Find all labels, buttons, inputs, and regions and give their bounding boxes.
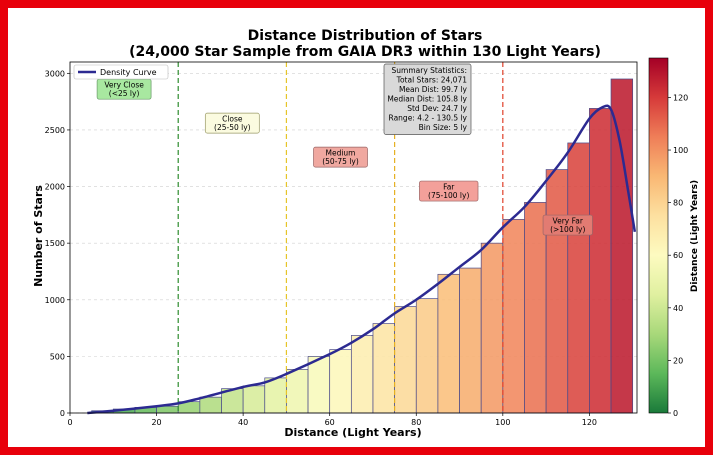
x-tick-label: 120: [582, 418, 597, 427]
region-label-range: (25-50 ly): [214, 123, 251, 132]
region-label-name: Far: [443, 183, 455, 192]
distance-histogram-chart: Distance Distribution of Stars (24,000 S…: [32, 28, 700, 439]
region-label-range: (>100 ly): [550, 225, 585, 234]
histogram-bar: [264, 377, 287, 414]
y-axis-label: Number of Stars: [32, 185, 45, 287]
region-label-range: (50-75 ly): [322, 157, 359, 166]
plot-border: [69, 61, 638, 414]
histogram-bar: [589, 108, 612, 414]
region-label-name: Close: [222, 115, 243, 124]
summary-stats-line: Summary Statistics:: [392, 66, 467, 75]
region-label-box: [313, 146, 368, 168]
region-label-box: [542, 214, 593, 236]
colorbar-tick-label: 60: [673, 251, 683, 260]
histogram-bar: [394, 306, 417, 414]
y-tick-label: 2000: [45, 183, 65, 192]
colorbar: [648, 57, 669, 414]
histogram-bar: [242, 385, 266, 414]
histogram-bar: [329, 349, 352, 414]
x-tick-label: 20: [151, 418, 161, 427]
legend-entry: Density Curve: [100, 68, 157, 77]
legend-box: [73, 64, 169, 80]
summary-stats-line: Total Stars: 24,071: [396, 76, 468, 85]
histogram-bar: [545, 169, 569, 414]
x-tick-label: 80: [411, 418, 421, 427]
histogram-bar: [307, 356, 331, 414]
y-tick-label: 3000: [45, 69, 65, 78]
region-label: Far(75-100 ly): [419, 180, 479, 202]
density-curve-line: [87, 104, 637, 415]
colorbar-tick-label: 120: [673, 93, 688, 102]
histogram-bar: [610, 78, 634, 414]
histogram-bar: [480, 242, 504, 414]
summary-stats-line: Mean Dist: 99.7 ly: [399, 85, 468, 94]
summary-stats-line: Std Dev: 24.7 ly: [407, 104, 467, 113]
x-tick-label: 40: [238, 418, 248, 427]
x-tick-label: 0: [67, 418, 72, 427]
region-label-name: Very Close: [104, 81, 144, 90]
chart-subtitle: (24,000 Star Sample from GAIA DR3 within…: [129, 44, 601, 60]
histogram-bar: [199, 396, 222, 414]
region-label-box: [204, 112, 260, 134]
region-label-range: (75-100 ly): [428, 191, 469, 200]
colorbar-tick-label: 100: [673, 146, 688, 155]
x-tick-label: 100: [495, 418, 510, 427]
histogram-bar: [459, 267, 482, 414]
colorbar-tick-label: 40: [673, 304, 683, 313]
region-label-name: Very Far: [553, 217, 584, 226]
histogram-bar: [567, 142, 590, 414]
summary-stats-box: Summary Statistics:Total Stars: 24,071Me…: [383, 63, 472, 135]
histogram-bar: [502, 219, 525, 414]
summary-stats-line: Bin Size: 5 ly: [419, 123, 468, 132]
colorbar-tick-label: 80: [673, 199, 683, 208]
histogram-bar: [415, 298, 439, 414]
colorbar-tick-label: 0: [673, 409, 678, 418]
histogram-bar: [437, 273, 460, 414]
y-tick-label: 500: [50, 352, 65, 361]
summary-stats-line: Median Dist: 105.8 ly: [387, 95, 467, 104]
colorbar-label: Distance (Light Years): [690, 180, 700, 292]
histogram-bar: [156, 405, 179, 414]
region-label-name: Medium: [326, 149, 356, 158]
legend: Density Curve: [73, 64, 169, 80]
summary-stats-background: [383, 63, 472, 135]
summary-stats-line: Range: 4.2 - 130.5 ly: [389, 114, 468, 123]
histogram-bar: [372, 323, 395, 414]
y-tick-label: 0: [60, 409, 65, 418]
region-label-range: (<25 ly): [109, 89, 140, 98]
histogram-bar: [350, 335, 374, 414]
y-tick-label: 1000: [45, 296, 65, 305]
region-label: Medium(50-75 ly): [313, 146, 368, 168]
chart-title: Distance Distribution of Stars: [248, 28, 483, 44]
region-label-box: [419, 180, 479, 202]
region-label: Close(25-50 ly): [204, 112, 260, 134]
region-label: Very Far(>100 ly): [542, 214, 593, 236]
y-tick-label: 1500: [45, 239, 65, 248]
colorbar-tick-label: 20: [673, 356, 683, 365]
x-axis-label: Distance (Light Years): [284, 426, 421, 439]
histogram-bar: [286, 369, 309, 414]
y-tick-label: 2500: [45, 126, 65, 135]
region-label: Very Close(<25 ly): [96, 78, 152, 100]
x-tick-label: 60: [325, 418, 335, 427]
